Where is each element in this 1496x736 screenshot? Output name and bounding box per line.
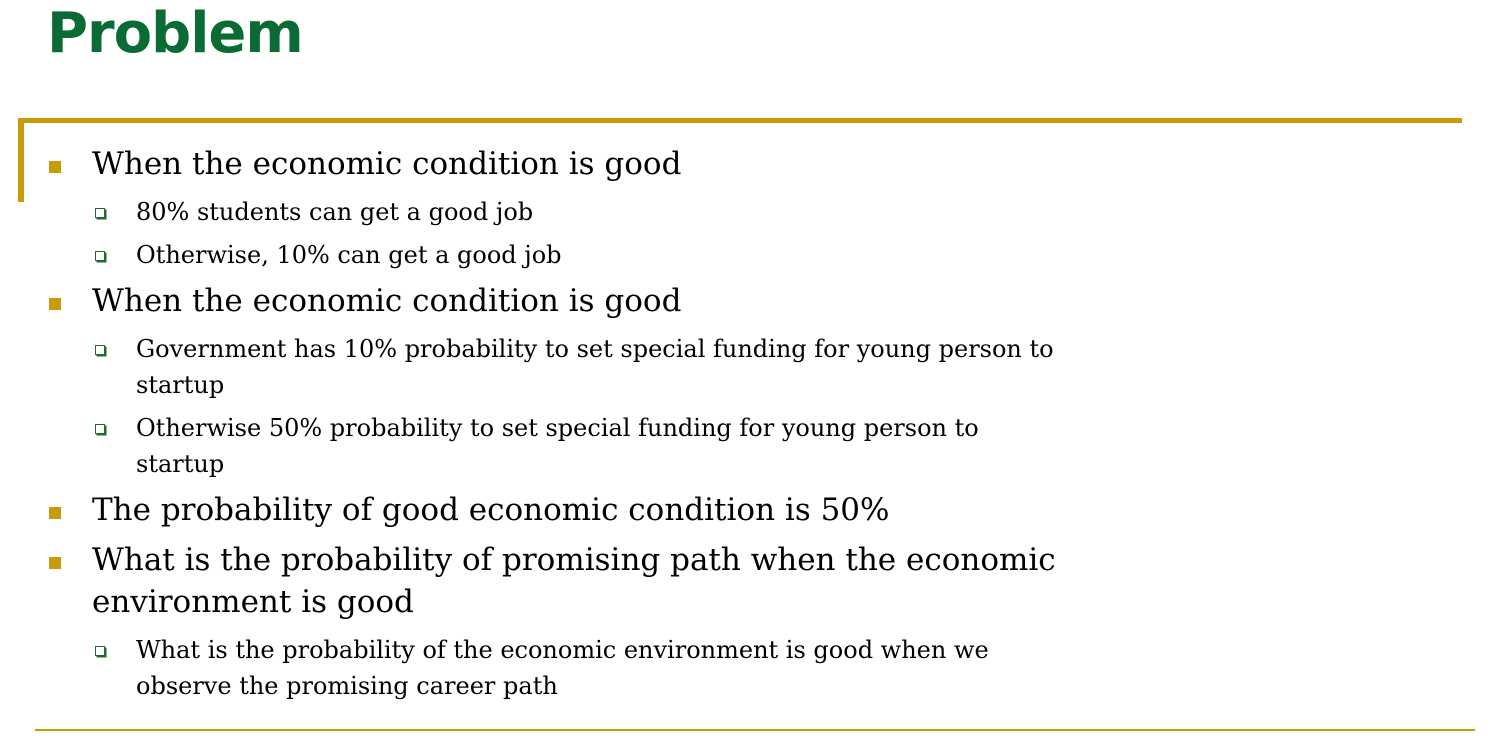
square-bullet-icon [49, 557, 61, 569]
sub-bullet-text: What is the probability of the economic … [136, 636, 989, 664]
box-bullet-icon [95, 424, 105, 434]
bullet-text: When the economic condition is good [92, 283, 682, 319]
box-bullet-icon [95, 345, 105, 355]
square-bullet-icon [49, 161, 61, 173]
sub-bullet-text-continued: startup [136, 371, 225, 399]
bottom-accent-rule [35, 729, 1475, 731]
sub-bullet-text-continued: startup [136, 450, 225, 478]
box-bullet-icon [95, 208, 105, 218]
sub-bullet-text: Otherwise, 10% can get a good job [136, 241, 562, 269]
bullet-text: What is the probability of promising pat… [92, 542, 1056, 578]
box-bullet-icon [95, 646, 105, 656]
square-bullet-icon [49, 298, 61, 310]
sub-bullet-text-continued: observe the promising career path [136, 672, 558, 700]
sub-bullet-text: Government has 10% probability to set sp… [136, 335, 1054, 363]
box-bullet-icon [95, 251, 105, 261]
sub-bullet-text: Otherwise 50% probability to set special… [136, 414, 979, 442]
bullet-text: The probability of good economic conditi… [92, 492, 890, 528]
sub-bullet-text: 80% students can get a good job [136, 198, 534, 226]
square-bullet-icon [49, 507, 61, 519]
bullet-text: When the economic condition is good [92, 146, 682, 182]
top-accent-rule [18, 118, 1462, 123]
left-accent-rule [18, 118, 24, 202]
bullet-text-continued: environment is good [92, 584, 414, 620]
page-title: Problem [47, 1, 304, 66]
